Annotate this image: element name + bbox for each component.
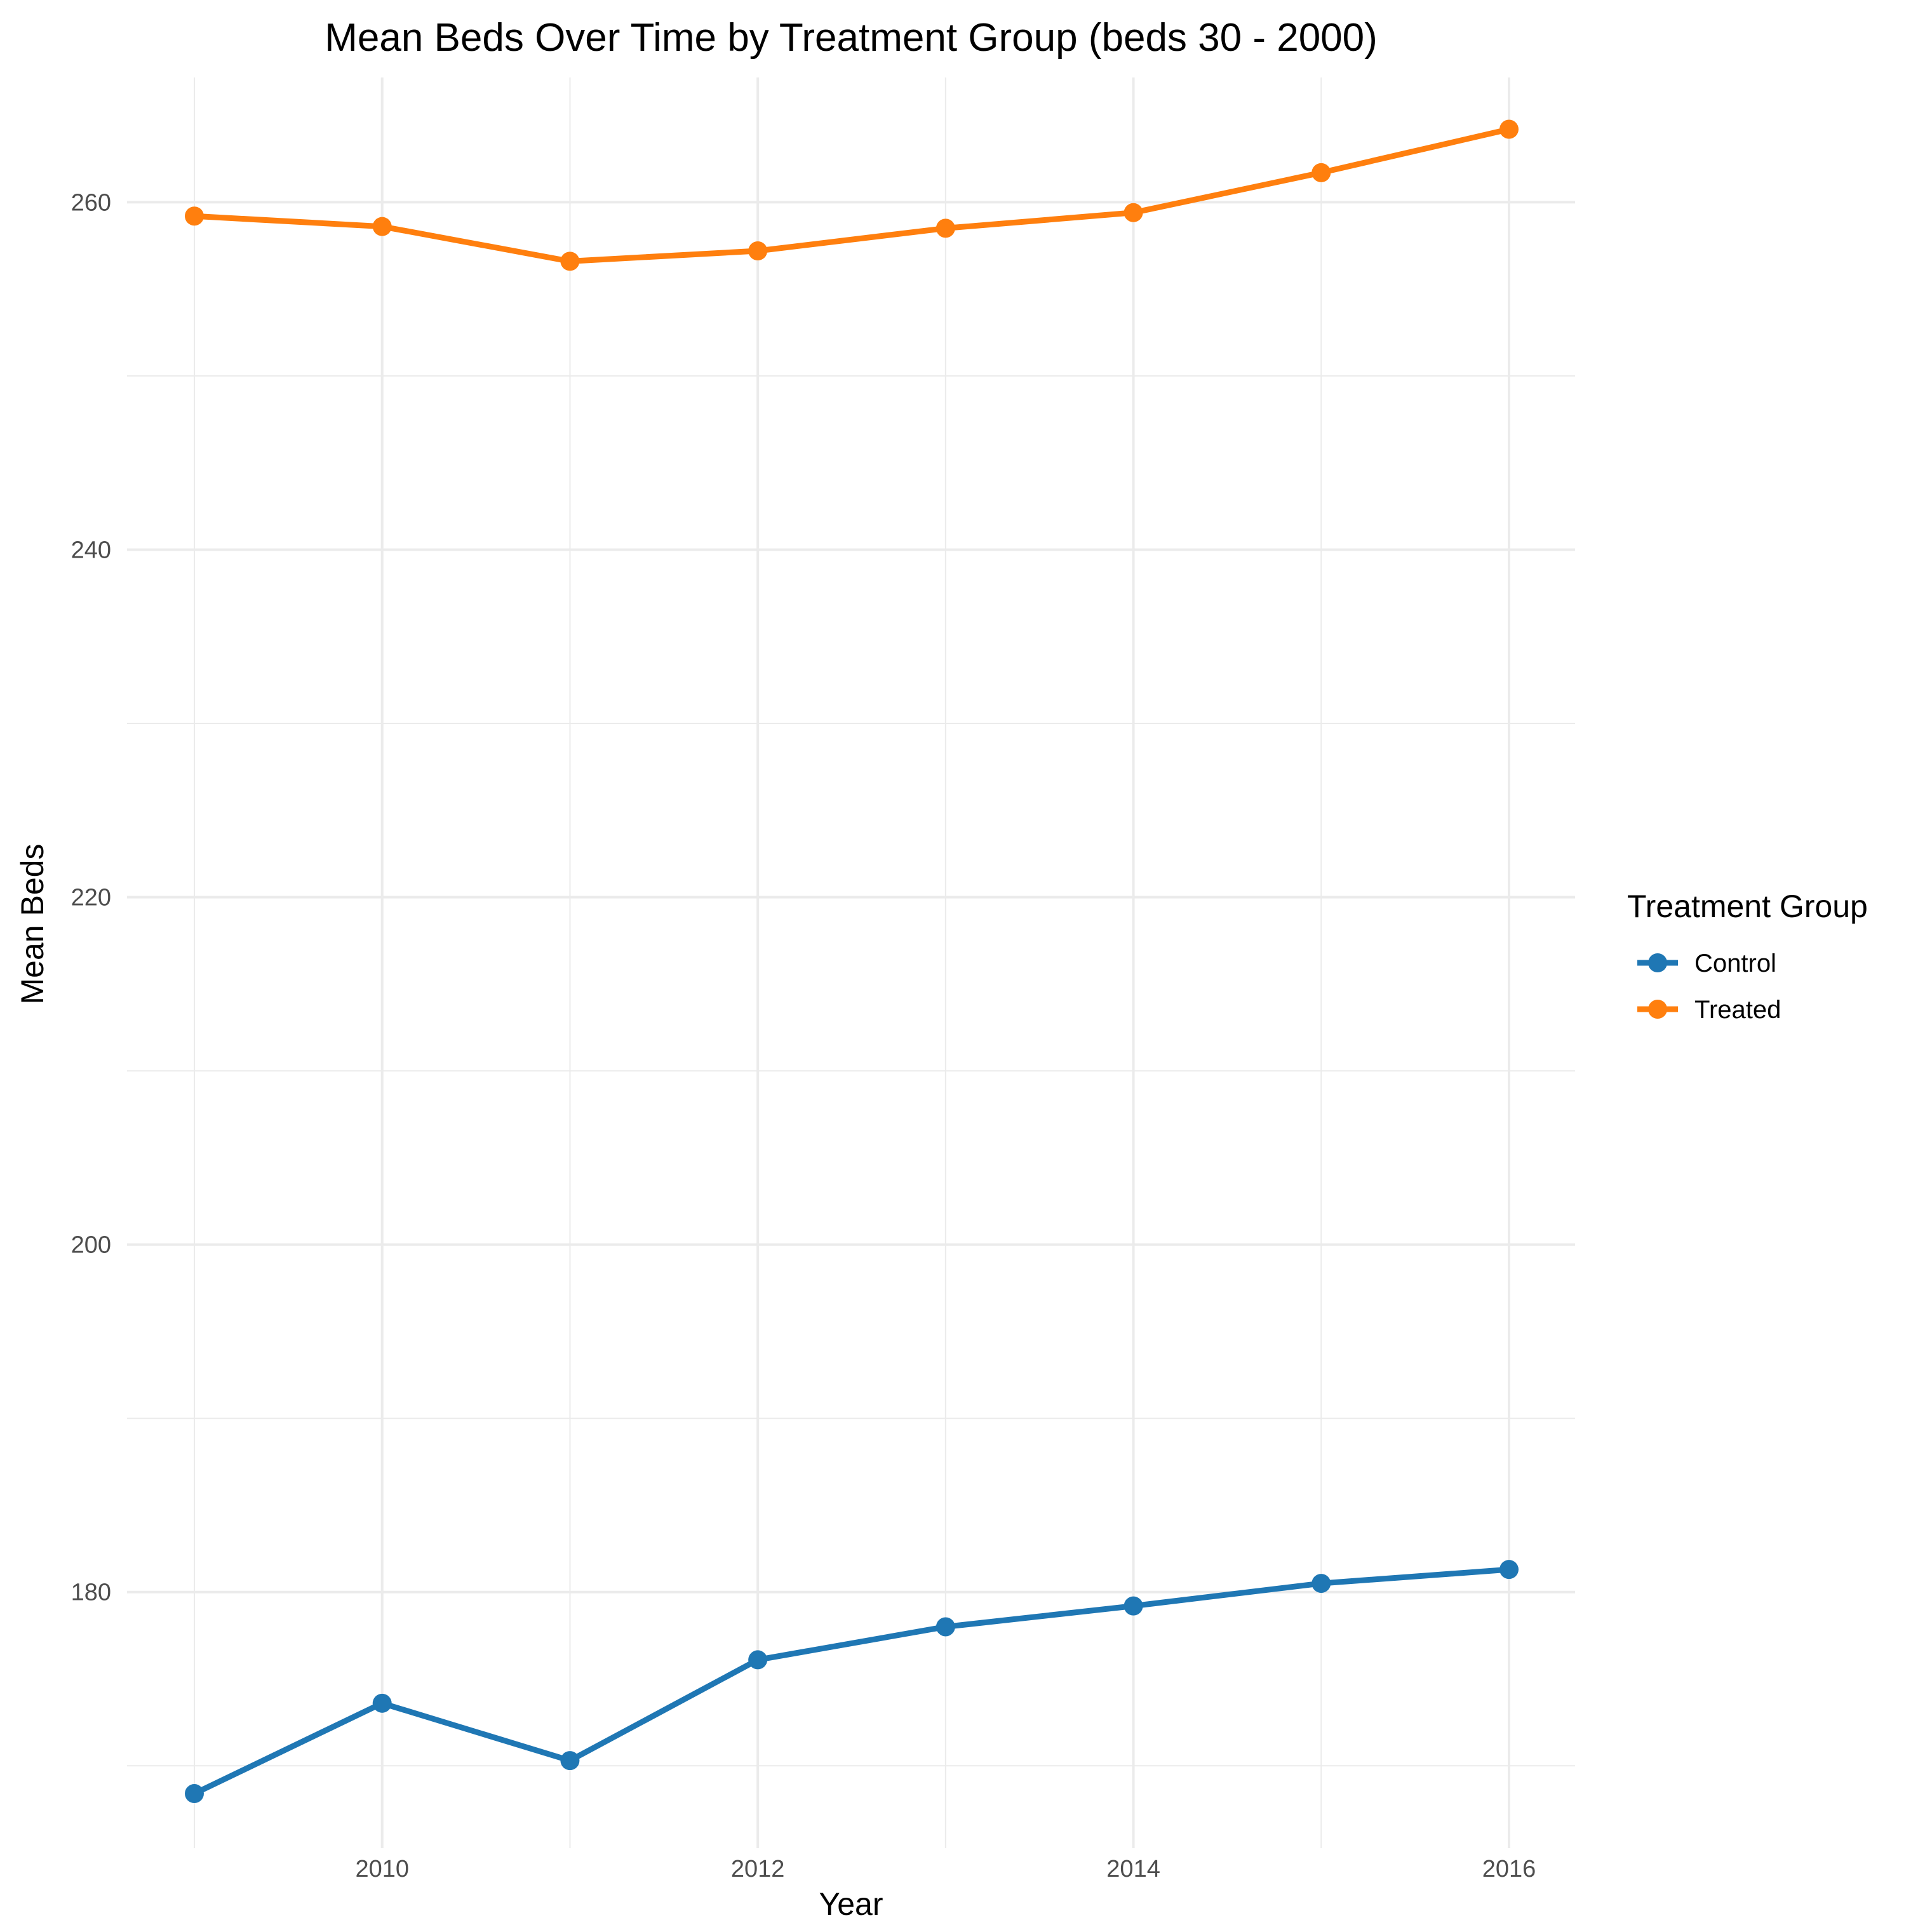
data-point-control	[1311, 1574, 1331, 1593]
x-tick-label: 2010	[355, 1856, 409, 1882]
data-point-treated	[560, 252, 580, 271]
y-tick-label: 220	[71, 885, 111, 911]
y-tick-label: 180	[71, 1580, 111, 1606]
legend-key-point-treated	[1648, 1000, 1667, 1019]
data-point-control	[372, 1693, 392, 1713]
y-axis-title: Mean Beds	[15, 844, 50, 1005]
x-tick-label: 2016	[1482, 1856, 1536, 1882]
data-point-treated	[1499, 119, 1519, 139]
x-axis-ticks: 2010 2012 2014 2016	[355, 1856, 1536, 1882]
x-tick-label: 2014	[1106, 1856, 1160, 1882]
series-layer	[185, 119, 1519, 1804]
legend-label-control: Control	[1694, 949, 1776, 977]
legend-key-point-control	[1648, 953, 1667, 972]
series-line-treated	[191, 126, 1512, 264]
x-axis-title: Year	[819, 1886, 883, 1922]
chart-title: Mean Beds Over Time by Treatment Group (…	[325, 16, 1378, 60]
y-tick-label: 240	[71, 537, 111, 563]
data-point-treated	[936, 218, 955, 238]
data-point-control	[748, 1650, 768, 1670]
data-point-control	[185, 1784, 204, 1804]
y-tick-label: 200	[71, 1232, 111, 1259]
data-point-treated	[1311, 163, 1331, 182]
x-tick-label: 2012	[731, 1856, 785, 1882]
data-point-treated	[748, 241, 768, 260]
legend-label-treated: Treated	[1694, 996, 1781, 1024]
legend: Treatment Group Control Treated	[1627, 889, 1868, 1024]
y-axis-ticks: 180 200 220 240 260	[71, 189, 111, 1606]
data-point-control	[1124, 1596, 1143, 1616]
data-point-treated	[185, 206, 204, 226]
data-point-treated	[372, 217, 392, 236]
data-point-treated	[1124, 203, 1143, 222]
data-point-control	[936, 1617, 955, 1637]
data-point-control	[560, 1751, 580, 1771]
series-line-control	[191, 1566, 1512, 1797]
data-point-control	[1499, 1560, 1519, 1580]
legend-title: Treatment Group	[1627, 889, 1868, 924]
grid	[127, 77, 1575, 1848]
y-tick-label: 260	[71, 189, 111, 216]
